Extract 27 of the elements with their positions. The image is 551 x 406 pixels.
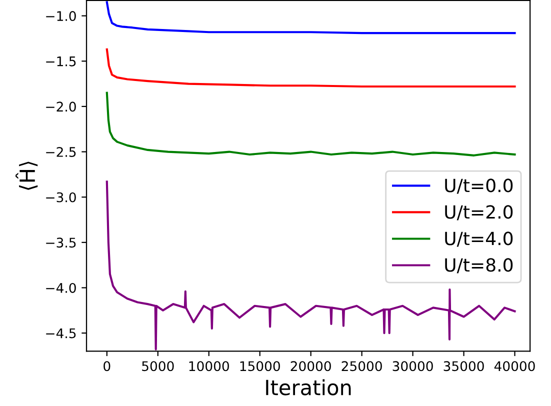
y-tick-label: −4.5	[46, 328, 76, 338]
y-tick-label: −1.0	[46, 11, 76, 22]
legend-label: U/t=0.0	[445, 178, 513, 194]
x-tick-label: 25000	[342, 361, 382, 372]
x-tick-label: 20000	[290, 361, 331, 372]
x-tick-label: 40000	[494, 361, 535, 372]
x-tick-label: 5000	[142, 361, 174, 372]
line-series	[106, 92, 516, 156]
line-series	[106, 180, 516, 350]
y-tick-label: −3.0	[46, 192, 76, 202]
x-tick-label: 30000	[392, 361, 433, 372]
line-series	[106, 48, 516, 88]
y-tick-label: −3.5	[46, 238, 76, 248]
x-axis-title: Iteration	[266, 379, 351, 396]
x-tick-label: 15000	[240, 361, 280, 372]
y-tick-label: −4.0	[46, 282, 76, 293]
y-tick-label: −1.5	[46, 56, 76, 66]
x-tick-label: 0	[104, 361, 110, 372]
y-axis-title: ⟨Ĥ⟩	[16, 162, 38, 190]
line-series	[106, 1, 516, 34]
x-tick-label: 10000	[189, 361, 229, 372]
x-tick-label: 35000	[444, 361, 484, 372]
legend-label: U/t=4.0	[445, 232, 513, 247]
legend-label: U/t=2.0	[445, 205, 513, 220]
legend-label: U/t=8.0	[445, 258, 513, 274]
y-tick-label: −2.0	[46, 102, 76, 112]
y-tick-label: −2.5	[46, 147, 76, 157]
